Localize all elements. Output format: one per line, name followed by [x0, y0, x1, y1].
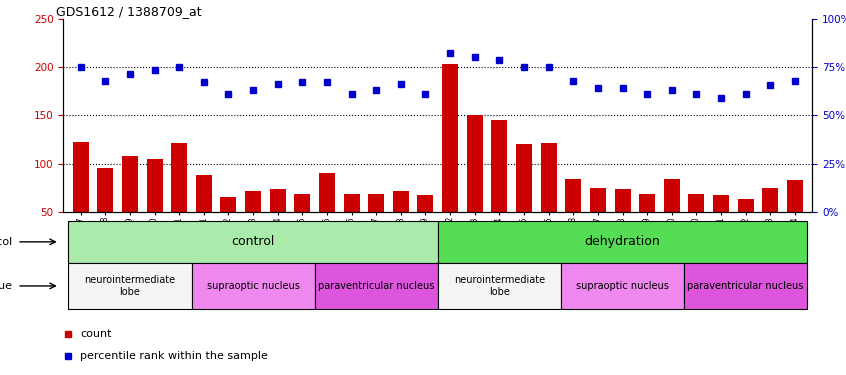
Bar: [146, 159, 162, 212]
Bar: [787, 180, 803, 212]
Bar: [639, 194, 655, 212]
Bar: [541, 143, 557, 212]
Bar: [171, 143, 187, 212]
Bar: [467, 116, 483, 212]
Text: protocol: protocol: [0, 237, 13, 247]
Text: percentile rank within the sample: percentile rank within the sample: [80, 351, 268, 361]
Bar: [442, 64, 459, 212]
Text: dehydration: dehydration: [585, 236, 661, 248]
Bar: [191, 262, 315, 309]
Text: control: control: [232, 236, 275, 248]
Bar: [195, 175, 212, 212]
Text: tissue: tissue: [0, 281, 13, 291]
Text: paraventricular nucleus: paraventricular nucleus: [318, 281, 434, 291]
Bar: [684, 262, 807, 309]
Bar: [689, 194, 705, 212]
Bar: [245, 190, 261, 212]
Bar: [69, 221, 437, 262]
Text: GDS1612 / 1388709_at: GDS1612 / 1388709_at: [56, 4, 201, 18]
Bar: [270, 189, 286, 212]
Bar: [664, 179, 680, 212]
Bar: [565, 179, 581, 212]
Bar: [69, 262, 191, 309]
Bar: [438, 262, 561, 309]
Text: neurointermediate
lobe: neurointermediate lobe: [85, 275, 175, 297]
Bar: [762, 188, 778, 212]
Bar: [738, 200, 754, 212]
Bar: [221, 197, 237, 212]
Text: count: count: [80, 328, 112, 339]
Text: supraoptic nucleus: supraoptic nucleus: [576, 281, 669, 291]
Bar: [122, 156, 138, 212]
Text: supraoptic nucleus: supraoptic nucleus: [206, 281, 299, 291]
Bar: [590, 188, 606, 212]
Bar: [315, 262, 437, 309]
Bar: [614, 189, 630, 212]
Text: paraventricular nucleus: paraventricular nucleus: [688, 281, 804, 291]
Bar: [73, 142, 89, 212]
Bar: [294, 194, 310, 212]
Bar: [438, 221, 807, 262]
Bar: [343, 194, 360, 212]
Bar: [516, 144, 532, 212]
Bar: [97, 168, 113, 212]
Bar: [393, 190, 409, 212]
Bar: [417, 195, 433, 212]
Text: neurointermediate
lobe: neurointermediate lobe: [453, 275, 545, 297]
Bar: [492, 120, 508, 212]
Bar: [319, 173, 335, 212]
Bar: [561, 262, 684, 309]
Bar: [713, 195, 729, 212]
Bar: [368, 194, 384, 212]
